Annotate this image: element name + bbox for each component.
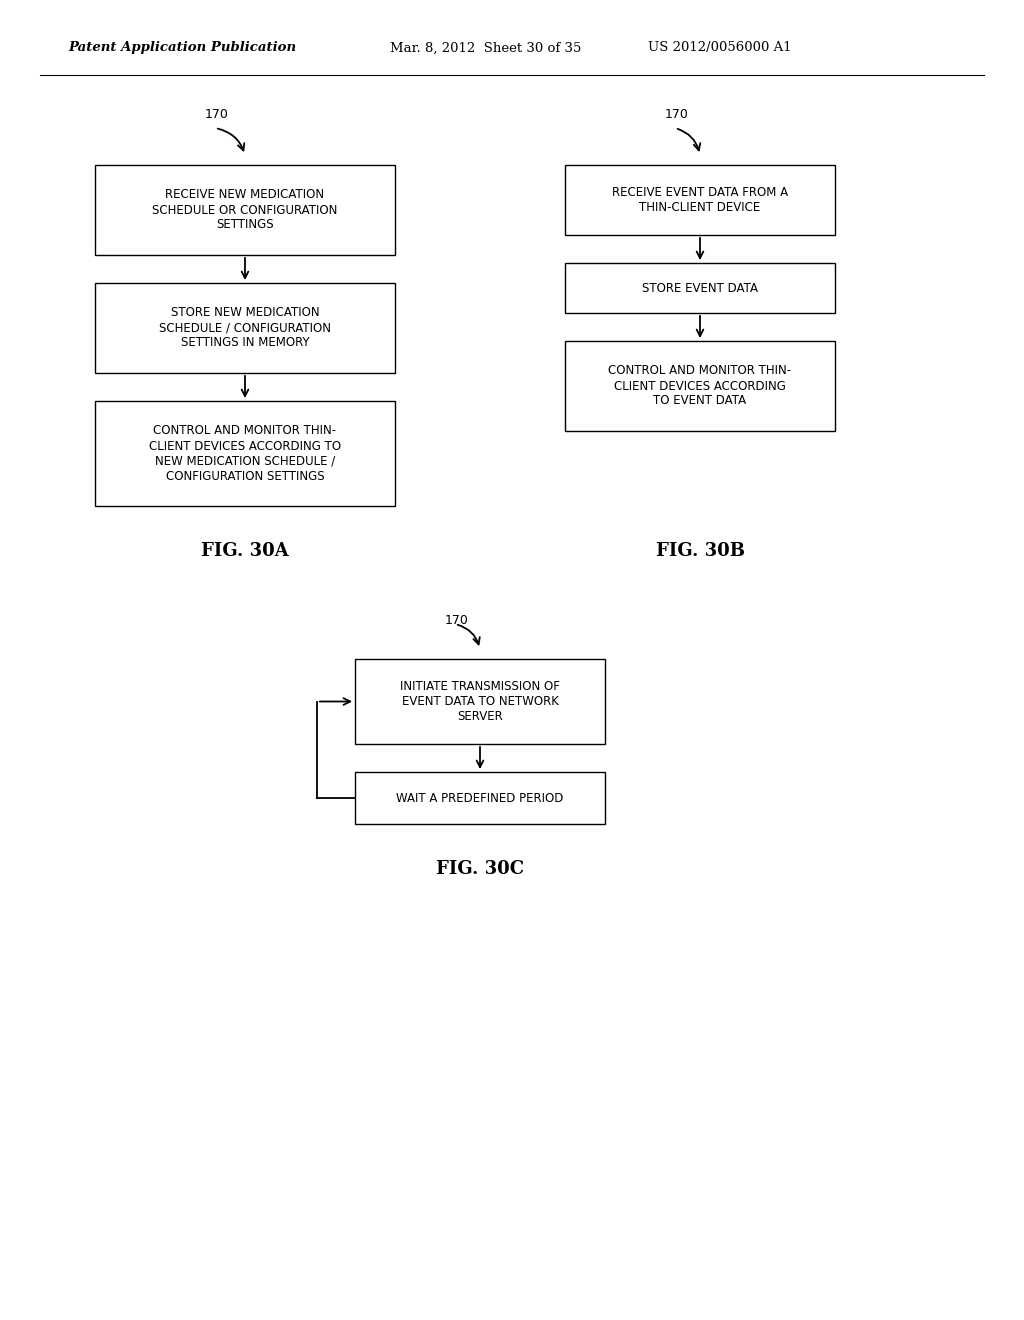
Text: 170: 170: [205, 108, 229, 121]
Text: RECEIVE NEW MEDICATION
SCHEDULE OR CONFIGURATION
SETTINGS: RECEIVE NEW MEDICATION SCHEDULE OR CONFI…: [153, 189, 338, 231]
Bar: [355, 772, 605, 824]
Bar: [565, 341, 835, 432]
Bar: [565, 263, 835, 313]
Bar: [355, 659, 605, 744]
Bar: [95, 401, 395, 506]
Text: FIG. 30A: FIG. 30A: [201, 543, 289, 560]
Bar: [95, 165, 395, 255]
Text: Patent Application Publication: Patent Application Publication: [68, 41, 296, 54]
Text: US 2012/0056000 A1: US 2012/0056000 A1: [648, 41, 792, 54]
Text: STORE NEW MEDICATION
SCHEDULE / CONFIGURATION
SETTINGS IN MEMORY: STORE NEW MEDICATION SCHEDULE / CONFIGUR…: [159, 306, 331, 350]
Text: CONTROL AND MONITOR THIN-
CLIENT DEVICES ACCORDING
TO EVENT DATA: CONTROL AND MONITOR THIN- CLIENT DEVICES…: [608, 364, 792, 408]
Text: 170: 170: [445, 615, 469, 627]
Text: FIG. 30B: FIG. 30B: [655, 543, 744, 560]
Bar: [565, 165, 835, 235]
Text: FIG. 30C: FIG. 30C: [436, 861, 524, 878]
Text: 170: 170: [665, 108, 689, 121]
Text: RECEIVE EVENT DATA FROM A
THIN-CLIENT DEVICE: RECEIVE EVENT DATA FROM A THIN-CLIENT DE…: [612, 186, 788, 214]
Text: Mar. 8, 2012  Sheet 30 of 35: Mar. 8, 2012 Sheet 30 of 35: [390, 41, 582, 54]
Text: INITIATE TRANSMISSION OF
EVENT DATA TO NETWORK
SERVER: INITIATE TRANSMISSION OF EVENT DATA TO N…: [400, 680, 560, 723]
Bar: [95, 282, 395, 374]
Text: WAIT A PREDEFINED PERIOD: WAIT A PREDEFINED PERIOD: [396, 792, 563, 804]
Text: STORE EVENT DATA: STORE EVENT DATA: [642, 281, 758, 294]
Text: CONTROL AND MONITOR THIN-
CLIENT DEVICES ACCORDING TO
NEW MEDICATION SCHEDULE /
: CONTROL AND MONITOR THIN- CLIENT DEVICES…: [148, 425, 341, 483]
